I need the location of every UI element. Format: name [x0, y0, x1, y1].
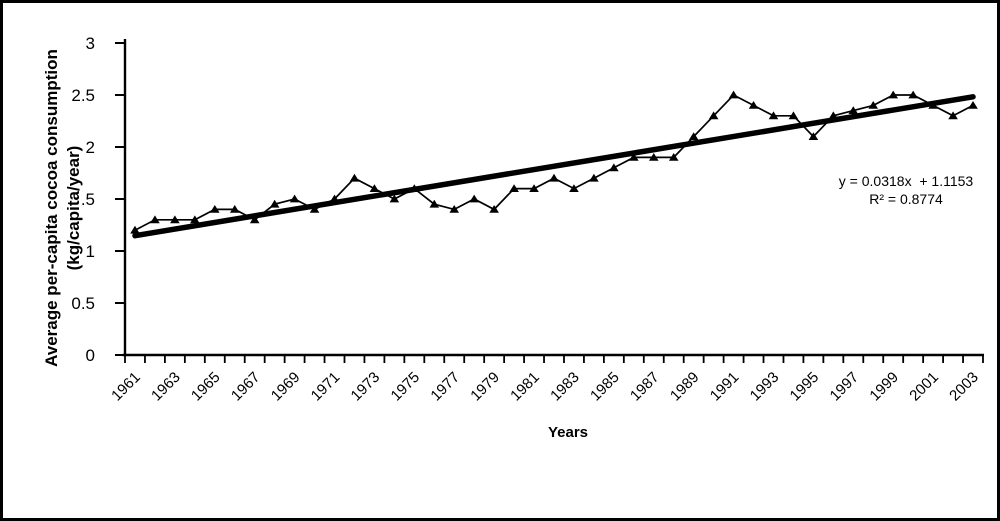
y-axis-title-line1: Average per-capita cocoa consumption: [42, 49, 61, 367]
x-tick-label: 1961: [108, 369, 144, 405]
data-point-marker: [209, 205, 220, 213]
x-tick-label: 1997: [827, 369, 863, 405]
data-point-marker: [688, 132, 699, 140]
data-point-marker: [868, 101, 879, 109]
cocoa-consumption-chart: 0 0.5 1 .5 2 2.5 3 1961 1963 1965 1967 1969 1971 1973…: [71, 34, 984, 405]
data-point-marker: [609, 163, 619, 172]
trendline-label: y = 0.0318x + 1.1153 R² = 0.8774: [793, 172, 997, 208]
y-tick-label: 0.5: [71, 294, 95, 313]
data-point-marker: [190, 215, 200, 224]
data-point-marker: [349, 173, 360, 182]
data-point-marker: [728, 90, 739, 99]
data-point-marker: [289, 194, 300, 203]
data-point-marker: [888, 90, 899, 99]
data-point-marker: [489, 205, 499, 213]
data-point-marker: [668, 153, 679, 161]
x-tick-label: 1975: [388, 369, 424, 405]
x-tick-label: 1985: [587, 369, 623, 405]
data-point-marker: [629, 153, 639, 161]
data-point-marker: [329, 194, 340, 203]
data-point-marker: [389, 194, 400, 203]
data-point-marker: [648, 153, 659, 161]
y-tick-label: 3: [86, 34, 95, 53]
data-point-marker: [808, 132, 819, 140]
x-tick-label: 1977: [427, 369, 463, 405]
x-tick-label: 1981: [507, 369, 543, 405]
x-tick-label: 1965: [188, 369, 224, 405]
x-tick-label: 1979: [467, 369, 503, 405]
data-point-marker: [409, 184, 420, 192]
data-point-marker: [249, 215, 260, 224]
x-tick-label: 1969: [268, 369, 304, 405]
trendline-equation-text: y = 0.0318x + 1.1153: [838, 173, 974, 189]
data-point-marker: [708, 111, 719, 120]
data-point-marker: [968, 101, 978, 109]
data-point-marker: [569, 184, 579, 192]
data-point-marker: [150, 215, 160, 224]
data-point-marker: [170, 215, 180, 224]
y-axis-title: Average per-capita cocoa consumption (kg…: [41, 3, 85, 418]
trend-line: [132, 94, 976, 239]
x-tick-label: 1963: [148, 369, 184, 405]
x-tick-label: 2003: [946, 369, 982, 405]
data-point-marker: [908, 90, 918, 99]
x-tick-label: 1999: [866, 369, 902, 405]
data-point-marker: [269, 199, 280, 208]
x-tick-label: 2001: [906, 369, 942, 405]
data-point-marker: [369, 184, 380, 192]
data-point-marker: [748, 101, 759, 109]
y-axis-title-line2: (kg/capita/year): [64, 145, 83, 271]
data-point-marker: [589, 173, 599, 182]
data-point-marker: [130, 225, 140, 234]
data-point-marker: [449, 205, 460, 213]
data-point-marker: [469, 194, 479, 203]
y-tick-label: 2.5: [71, 86, 95, 105]
data-point-marker: [309, 205, 320, 213]
x-tick-label: 1971: [308, 369, 344, 405]
x-tick-label: 1967: [228, 369, 264, 405]
data-point-marker: [529, 184, 539, 192]
data-point-marker: [848, 106, 859, 114]
y-tick-label: .5: [81, 190, 95, 209]
x-axis-title: Years: [547, 424, 589, 441]
y-tick-label: 2: [86, 138, 95, 157]
trendline-r-squared-text: R² = 0.8774: [869, 191, 943, 207]
x-tick-label: 1983: [547, 369, 583, 405]
data-point-marker: [928, 101, 938, 109]
data-point-marker: [229, 205, 240, 213]
data-point-marker: [509, 184, 519, 192]
y-tick-label: 1: [86, 242, 95, 261]
data-point-marker: [828, 111, 839, 120]
x-tick-label: 1989: [667, 369, 703, 405]
data-point-marker: [549, 173, 559, 182]
y-tick-label: 0: [86, 346, 95, 365]
x-tick-label: 1993: [747, 369, 783, 405]
x-tick-label: 1987: [627, 369, 663, 405]
data-point-marker: [429, 199, 440, 208]
data-point-marker: [948, 111, 958, 120]
data-point-marker: [788, 111, 799, 120]
x-tick-label: 1991: [707, 369, 743, 405]
x-tick-label: 1973: [348, 369, 384, 405]
data-point-marker: [768, 111, 779, 120]
x-tick-label: 1995: [787, 369, 823, 405]
